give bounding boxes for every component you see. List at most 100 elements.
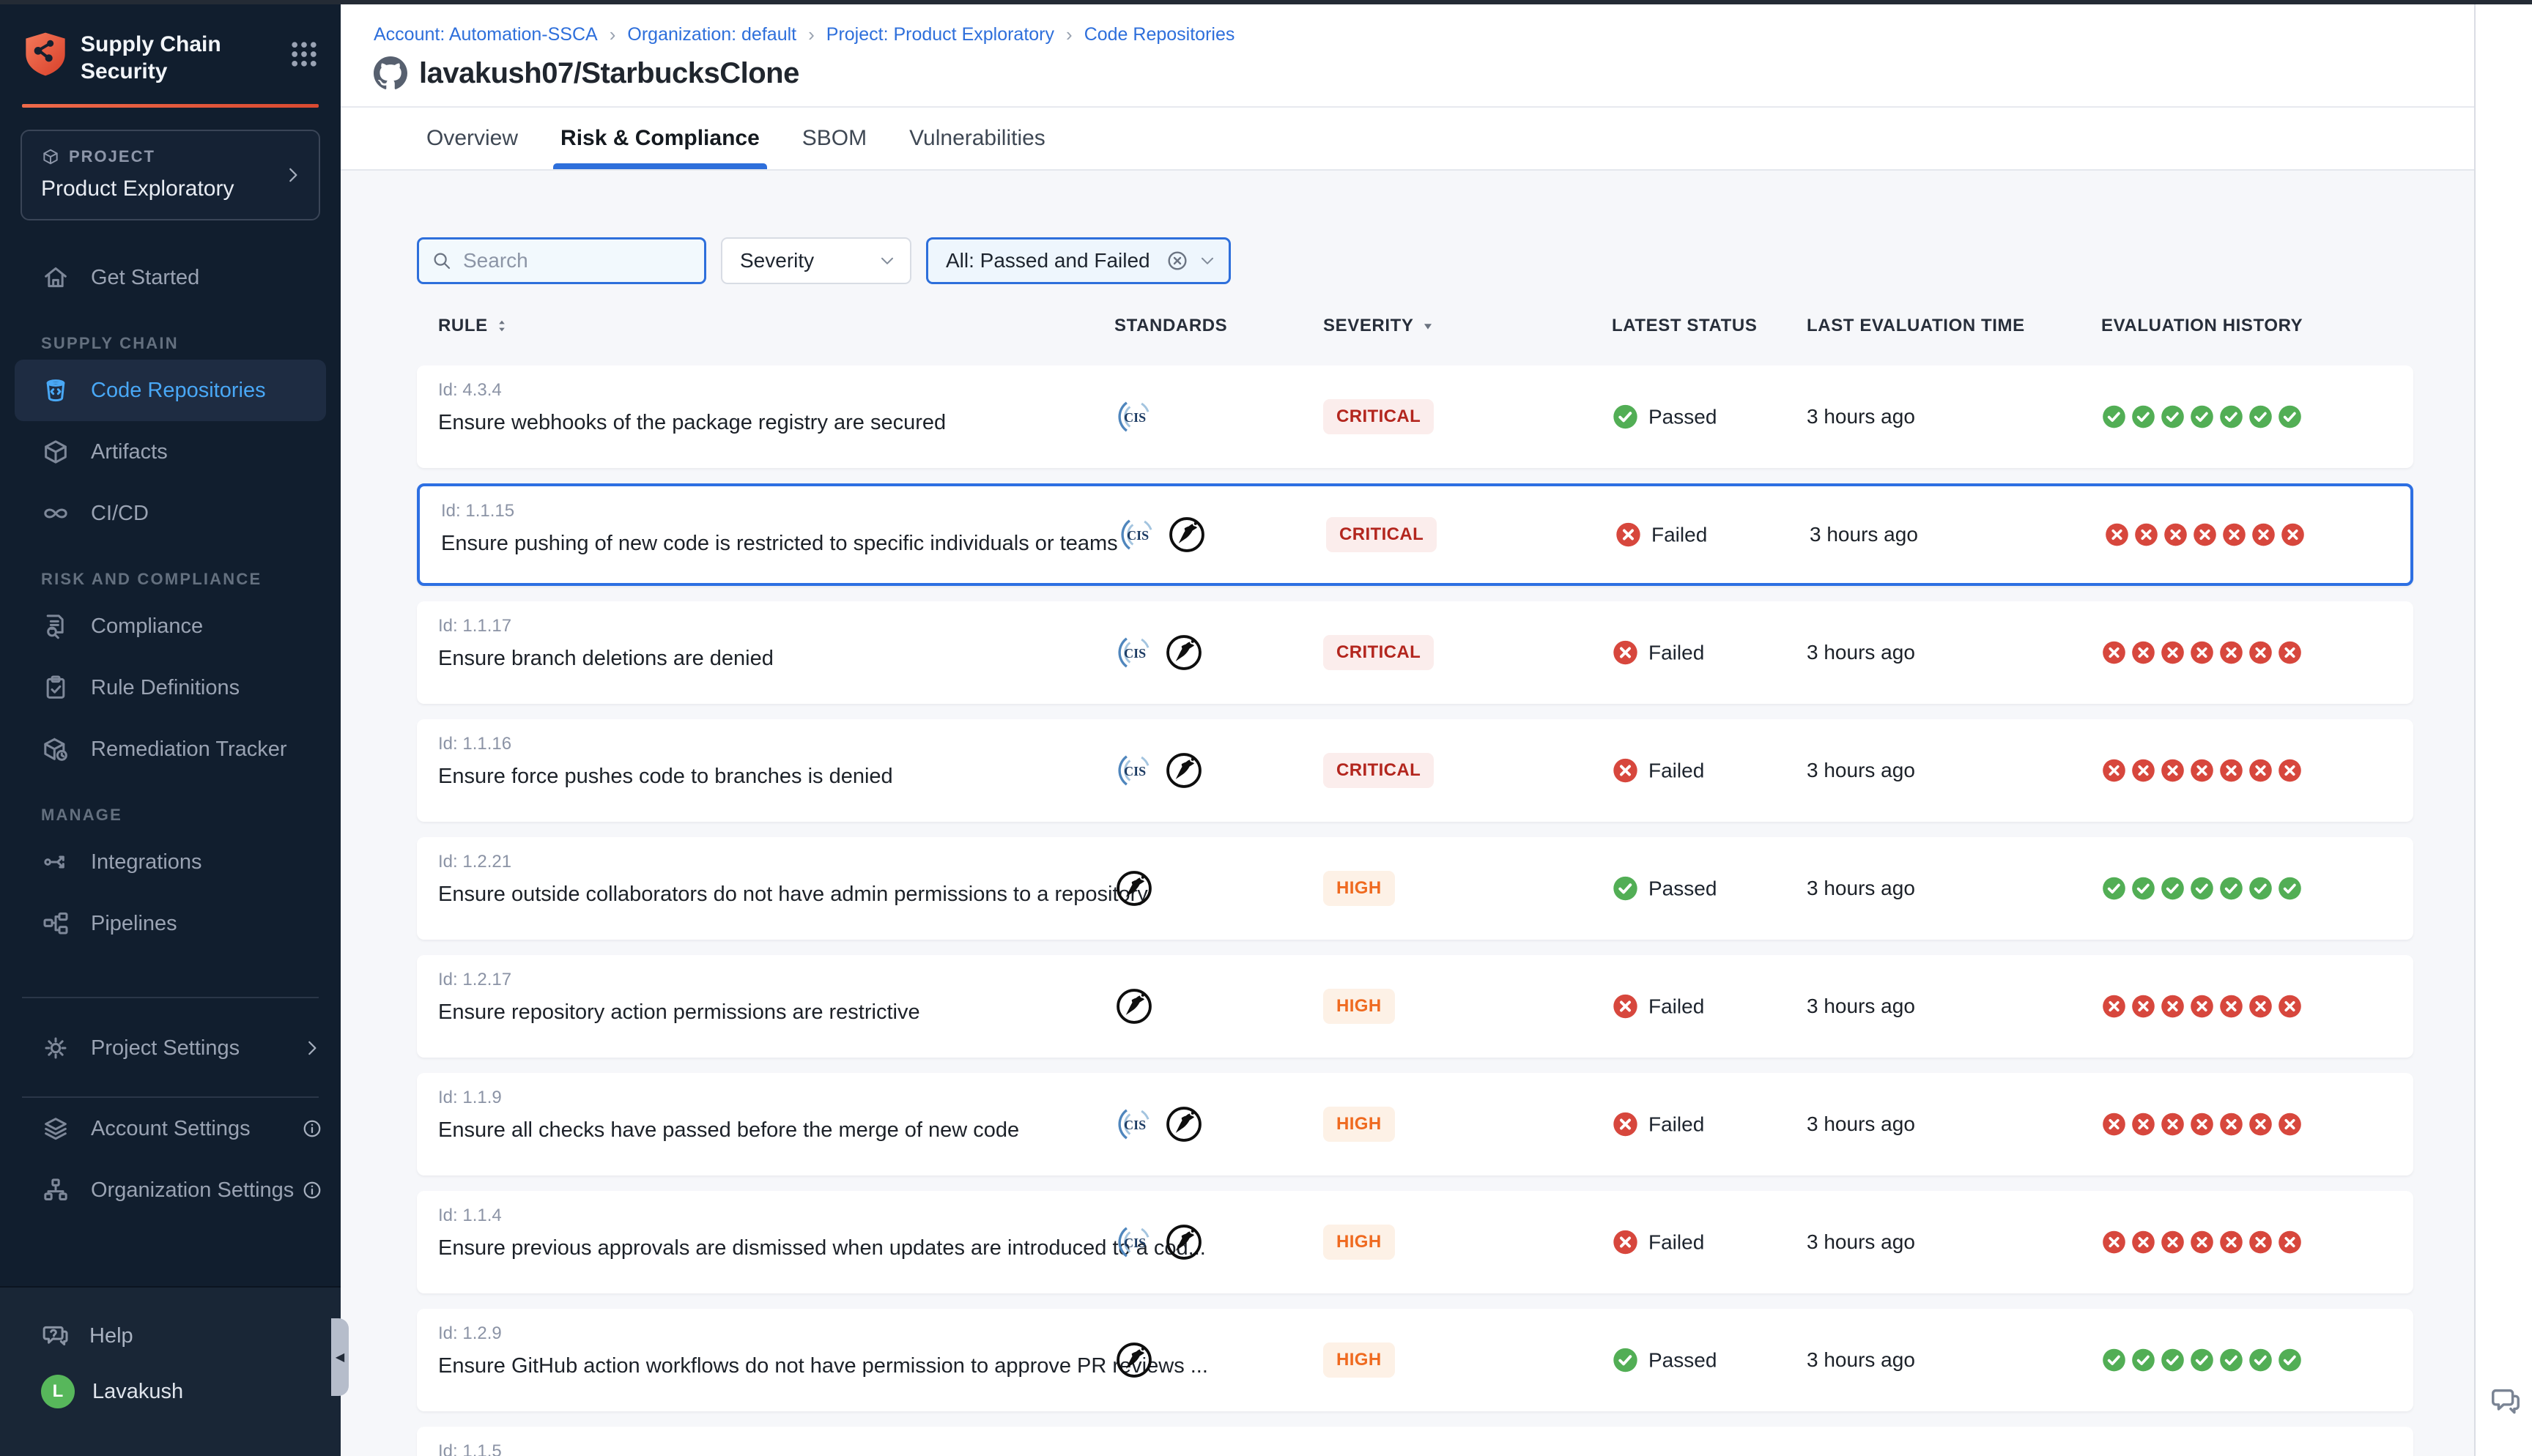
history-failed-icon — [2192, 522, 2218, 548]
cis-standard-icon: CIS — [1114, 1222, 1154, 1262]
status-text: Failed — [1648, 641, 1705, 664]
sidebar-item-artifacts[interactable]: Artifacts — [0, 421, 341, 483]
owasp-standard-icon — [1114, 869, 1154, 908]
breadcrumb-link[interactable]: Project: Product Exploratory — [826, 24, 1055, 45]
sidebar-item-code-repositories[interactable]: Code Repositories — [15, 360, 326, 421]
sidebar-item-integrations[interactable]: Integrations — [0, 831, 341, 893]
svg-text:CIS: CIS — [1124, 1236, 1146, 1250]
info-icon — [301, 1118, 323, 1140]
table-row[interactable]: Id: 4.3.4 Ensure webhooks of the package … — [417, 365, 2413, 468]
breadcrumb-link[interactable]: Organization: default — [627, 24, 797, 45]
evaluation-history-cell — [2101, 1230, 2303, 1255]
breadcrumb-separator: › — [1066, 23, 1073, 45]
column-header-standards: STANDARDS — [1114, 316, 1228, 335]
column-header-rule[interactable]: RULE — [438, 316, 510, 336]
sidebar-divider — [22, 1096, 319, 1098]
sort-desc-icon[interactable] — [1420, 318, 1436, 334]
history-failed-icon — [2160, 1112, 2185, 1137]
last-evaluation-time: 3 hours ago — [1807, 1113, 1915, 1135]
sidebar-collapse-handle[interactable]: ◀ — [331, 1318, 349, 1396]
latest-status-cell: Passed — [1612, 875, 1717, 902]
clear-filter-icon[interactable] — [1166, 249, 1189, 272]
apps-grid-icon[interactable] — [288, 38, 320, 70]
brand-shield-logo — [22, 31, 69, 78]
history-failed-icon — [2101, 640, 2127, 666]
severity-badge: CRITICAL — [1323, 399, 1435, 434]
project-selector[interactable]: PROJECT Product Exploratory — [21, 130, 320, 220]
severity-badge: CRITICAL — [1323, 635, 1435, 670]
breadcrumb: Account: Automation-SSCA › Organization: d… — [374, 23, 2532, 46]
tab-vulnerabilities[interactable]: Vulnerabilities — [909, 126, 1045, 150]
severity-cell: HIGH — [1323, 1342, 1395, 1378]
rule-text: Ensure pushing of new code is restricted… — [441, 532, 1118, 555]
sidebar-settings: Project Settings Account Settings Organiza… — [0, 1017, 341, 1221]
brand-name: Supply Chain Security — [81, 32, 221, 83]
tab-risk-compliance[interactable]: Risk & Compliance — [553, 108, 767, 169]
table-row[interactable]: Id: 1.2.9 Ensure GitHub action workflows … — [417, 1309, 2413, 1411]
table-row[interactable]: Id: 1.1.5CISHIGHFailed3 hours ago — [417, 1427, 2413, 1456]
table-row[interactable]: Id: 1.1.16 Ensure force pushes code to br… — [417, 719, 2413, 822]
history-passed-icon — [2101, 1348, 2127, 1373]
user-menu[interactable]: L Lavakush — [0, 1364, 341, 1419]
history-failed-icon — [2280, 522, 2306, 548]
sidebar-item-label: Compliance — [91, 614, 204, 638]
table-row[interactable]: Id: 1.2.21 Ensure outside collaborators d… — [417, 837, 2413, 940]
brand-divider — [22, 104, 319, 108]
history-failed-icon — [2104, 522, 2130, 548]
history-failed-icon — [2218, 994, 2244, 1019]
sidebar-item-organization-settings[interactable]: Organization Settings — [0, 1159, 341, 1221]
history-passed-icon — [2189, 404, 2215, 430]
evaluation-history-cell — [2101, 640, 2303, 666]
table-row[interactable]: Id: 1.1.17 Ensure branch deletions are de… — [417, 601, 2413, 704]
standards-cell — [1114, 869, 1154, 908]
breadcrumb-link[interactable]: Account: Automation-SSCA — [374, 24, 598, 45]
sidebar-item-account-settings[interactable]: Account Settings — [0, 1098, 341, 1159]
sidebar-item-compliance[interactable]: Compliance — [0, 595, 341, 657]
pipeline-icon — [41, 909, 70, 938]
sidebar-item-label: Pipelines — [91, 911, 177, 935]
search-input[interactable] — [463, 249, 683, 272]
severity-badge: HIGH — [1323, 871, 1395, 906]
page-header: Account: Automation-SSCA › Organization: d… — [341, 4, 2532, 108]
passed-status-icon — [1612, 404, 1639, 431]
sidebar-item-remediation-tracker[interactable]: Remediation Tracker — [0, 718, 341, 780]
sidebar-item-rule-definitions[interactable]: Rule Definitions — [0, 657, 341, 718]
owasp-standard-icon — [1167, 515, 1207, 554]
sidebar-item-project-settings[interactable]: Project Settings — [0, 1017, 341, 1079]
column-header-evaluation-history: EVALUATION HISTORY — [2101, 316, 2303, 335]
owasp-standard-icon — [1114, 1340, 1154, 1380]
table-row[interactable]: Id: 1.1.9 Ensure all checks have passed b… — [417, 1073, 2413, 1175]
sidebar-item-pipelines[interactable]: Pipelines — [0, 893, 341, 954]
sidebar-item-label: Code Repositories — [91, 378, 266, 402]
table-row[interactable]: Id: 1.2.17 Ensure repository action permi… — [417, 955, 2413, 1058]
status-text: Failed — [1648, 1230, 1705, 1253]
history-failed-icon — [2248, 1230, 2273, 1255]
svg-text:CIS: CIS — [1124, 646, 1146, 661]
status-text: Failed — [1648, 1113, 1705, 1135]
table-row[interactable]: Id: 1.1.15 Ensure pushing of new code is … — [417, 483, 2413, 586]
tab-overview[interactable]: Overview — [426, 126, 519, 150]
severity-filter[interactable]: Severity — [721, 237, 911, 284]
column-header-severity[interactable]: SEVERITY — [1323, 316, 1436, 336]
owasp-standard-icon — [1164, 1222, 1204, 1262]
sidebar-item-get-started[interactable]: Get Started — [0, 247, 341, 308]
last-evaluation-time: 3 hours ago — [1810, 523, 1918, 546]
history-passed-icon — [2248, 876, 2273, 902]
evaluation-history-cell — [2101, 1112, 2303, 1137]
sidebar-item-ci-cd[interactable]: CI/CD — [0, 483, 341, 544]
history-failed-icon — [2160, 640, 2185, 666]
sidebar-item-help[interactable]: Help — [0, 1308, 341, 1364]
page-title: lavakush07/StarbucksClone — [419, 56, 799, 89]
status-filter[interactable]: All: Passed and Failed — [926, 237, 1231, 284]
standards-cell: CIS — [1114, 1104, 1204, 1144]
history-failed-icon — [2189, 640, 2215, 666]
rule-text: Ensure all checks have passed before the… — [438, 1118, 1020, 1142]
rule-text: Ensure previous approvals are dismissed … — [438, 1236, 1206, 1260]
table-row[interactable]: Id: 1.1.4 Ensure previous approvals are d… — [417, 1191, 2413, 1293]
history-failed-icon — [2221, 522, 2247, 548]
sort-both-icon[interactable] — [494, 318, 510, 334]
tab-sbom[interactable]: SBOM — [802, 126, 867, 150]
breadcrumb-link[interactable]: Code Repositories — [1084, 24, 1235, 45]
chat-support-icon[interactable] — [2489, 1384, 2522, 1418]
history-passed-icon — [2218, 876, 2244, 902]
